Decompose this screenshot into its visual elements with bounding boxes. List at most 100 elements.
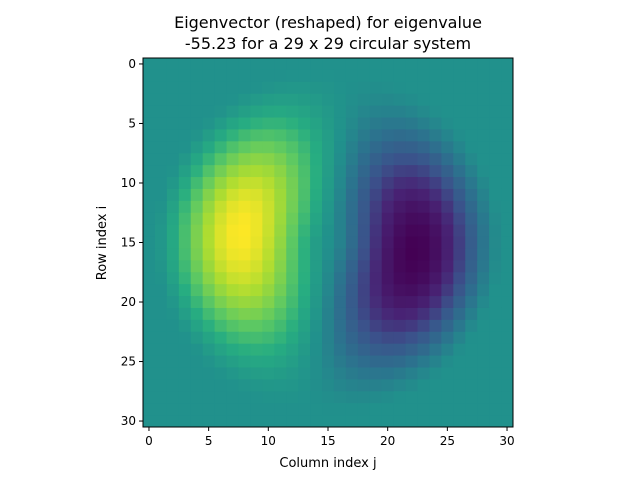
heatmap-cell [393, 141, 407, 154]
heatmap-cell [357, 272, 371, 285]
heatmap-cell [298, 93, 311, 107]
heatmap-cell [322, 391, 335, 404]
heatmap-cell [465, 391, 478, 404]
heatmap-cell [345, 69, 359, 83]
heatmap-cell [262, 307, 275, 321]
heatmap-cell [166, 260, 180, 273]
heatmap-cell [214, 391, 228, 404]
heatmap-cell [322, 284, 335, 297]
heatmap-cell [369, 343, 383, 357]
heatmap-cell [226, 355, 239, 368]
heatmap-cell [465, 307, 478, 321]
heatmap-cell [214, 284, 228, 297]
heatmap-cell [250, 141, 263, 154]
heatmap-cell [166, 153, 180, 166]
heatmap-cell [274, 355, 287, 368]
heatmap-cell [286, 307, 299, 321]
heatmap-cell [214, 117, 228, 130]
heatmap-cell [202, 58, 216, 71]
heatmap-cell [143, 331, 156, 345]
y-axis-label: Row index i [95, 206, 110, 280]
y-tick-label: 5 [128, 116, 136, 130]
heatmap-cell [154, 93, 168, 107]
heatmap-cell [441, 248, 454, 261]
heatmap-cell [417, 236, 430, 249]
heatmap-cell [393, 319, 407, 333]
heatmap-cell [393, 415, 407, 428]
heatmap-cell [250, 260, 263, 273]
heatmap-cell [143, 296, 156, 309]
heatmap-cell [202, 212, 216, 226]
heatmap-cell [417, 319, 430, 333]
x-tick-label: 10 [261, 434, 276, 448]
heatmap-cell [417, 212, 430, 226]
heatmap-cell [262, 236, 275, 249]
heatmap-cell [322, 188, 335, 202]
heatmap-cell [274, 212, 287, 226]
heatmap-cell [143, 117, 156, 130]
heatmap-cell [154, 165, 168, 178]
heatmap-cell [190, 129, 204, 142]
heatmap-cell [226, 331, 239, 345]
heatmap-cell [477, 129, 490, 142]
heatmap-cell [357, 105, 371, 119]
chart-title-line-2: -55.23 for a 29 x 29 circular system [185, 34, 471, 53]
heatmap-cell [154, 188, 168, 202]
heatmap-cell [226, 403, 239, 416]
heatmap-cell [417, 129, 430, 142]
heatmap-cell [298, 153, 311, 166]
heatmap-cell [298, 379, 311, 392]
heatmap-cell [357, 415, 371, 428]
heatmap-cell [214, 177, 228, 190]
heatmap-cell [441, 141, 454, 154]
heatmap-cell [286, 69, 299, 83]
heatmap-cell [262, 177, 275, 190]
heatmap-cell [405, 129, 419, 142]
heatmap-cell [357, 236, 371, 249]
heatmap-cell [369, 403, 383, 416]
heatmap-cell [238, 272, 251, 285]
heatmap-cell [393, 188, 407, 202]
heatmap-cell [465, 236, 478, 249]
heatmap-cell [501, 105, 514, 119]
heatmap-cell [298, 188, 311, 202]
heatmap-cell [250, 248, 263, 261]
heatmap-cell [190, 117, 204, 130]
heatmap-cell [465, 248, 478, 261]
heatmap-cell [429, 296, 442, 309]
heatmap-cell [381, 415, 395, 428]
heatmap-cell [310, 224, 323, 238]
heatmap-cell [405, 307, 419, 321]
heatmap-cell [226, 260, 239, 273]
heatmap-cell [178, 177, 192, 190]
heatmap-cell [238, 58, 251, 71]
heatmap-cell [310, 58, 323, 71]
heatmap-cell [274, 224, 287, 238]
heatmap-cell [417, 141, 430, 154]
heatmap-cell [166, 415, 180, 428]
heatmap-cell [262, 343, 275, 357]
heatmap-cell [477, 81, 490, 95]
heatmap-cell [441, 236, 454, 249]
heatmap-cell [310, 117, 323, 130]
heatmap-cell [477, 272, 490, 285]
heatmap-cell [202, 331, 216, 345]
heatmap-cell [178, 69, 192, 83]
heatmap-cell [429, 165, 442, 178]
heatmap-cell [345, 391, 359, 404]
heatmap-cell [154, 105, 168, 119]
heatmap-cell [238, 153, 251, 166]
heatmap-cell [298, 129, 311, 142]
heatmap-cell [274, 415, 287, 428]
heatmap-cell [190, 379, 204, 392]
heatmap-cell [465, 296, 478, 309]
heatmap-cell [429, 117, 442, 130]
heatmap-cell [465, 153, 478, 166]
heatmap-cell [238, 117, 251, 130]
heatmap-cell [143, 403, 156, 416]
heatmap-cell [417, 307, 430, 321]
heatmap-cell [405, 81, 419, 95]
heatmap-cell [310, 165, 323, 178]
heatmap-cell [310, 415, 323, 428]
heatmap-cell [453, 93, 466, 107]
